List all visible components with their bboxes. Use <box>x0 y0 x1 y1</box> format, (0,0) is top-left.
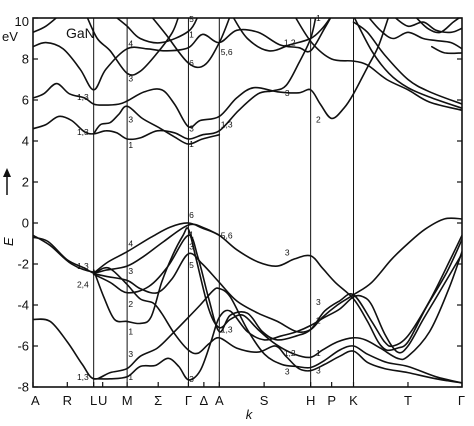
band-annotation-5: 3 <box>128 114 133 124</box>
band-line-7 <box>294 18 462 112</box>
band-line-16 <box>92 105 221 145</box>
y-tick-label-3: 6 <box>22 93 29 108</box>
band-annotation-36: 3 <box>285 367 290 377</box>
band-annotation-40: 3 <box>316 366 321 376</box>
x-tick-label-14: T <box>404 393 412 408</box>
band-line-6 <box>232 18 332 52</box>
band-annotation-21: 5 <box>189 260 194 270</box>
x-tick-label-13: K <box>349 393 358 408</box>
band-annotation-6: 1 <box>128 140 133 150</box>
band-annotation-9: 6 <box>189 58 194 68</box>
band-line-19 <box>92 222 462 352</box>
band-annotation-8: 1 <box>189 29 194 39</box>
y-tick-label-8: -4 <box>17 298 29 313</box>
band-annotation-14: 1,2 <box>284 38 296 48</box>
y-axis-label: E <box>1 237 16 246</box>
band-annotation-37: 3 <box>316 297 321 307</box>
x-axis-label: k <box>246 407 254 422</box>
band-annotation-3: 4 <box>128 39 133 49</box>
band-line-22 <box>92 266 462 384</box>
y-unit-label: eV <box>2 29 18 44</box>
band-line-14 <box>33 18 390 129</box>
annotations-layer: 1,3 1,3 4 3 3 1 5 1 6 3 1 5,6 1,3 1,2 3 1 2 6 1 3 5 5,6 1,3 2,4… <box>77 13 321 384</box>
frame-layer <box>32 17 463 388</box>
band-annotation-1: 1,3 <box>77 92 89 102</box>
band-line-4 <box>115 18 198 44</box>
vertical-lines-layer <box>93 18 355 387</box>
band-annotation-23: 1,3 <box>77 261 89 271</box>
band-line-13 <box>431 45 462 55</box>
band-annotation-31: 1,3 <box>77 372 89 382</box>
band-annotation-29: 3 <box>128 349 133 359</box>
band-line-24 <box>92 253 462 381</box>
x-tick-label-7: Γ <box>185 393 192 408</box>
x-tick-label-4: U <box>98 393 107 408</box>
band-line-21 <box>92 227 462 361</box>
plot-frame <box>32 17 463 388</box>
band-annotation-28: 1 <box>128 327 133 337</box>
y-tick-label-9: -6 <box>17 339 29 354</box>
x-tick-label-10: S <box>260 393 269 408</box>
band-line-3 <box>86 18 179 76</box>
band-annotation-34: 3 <box>285 248 290 258</box>
y-tick-label-4: 4 <box>22 134 29 149</box>
band-annotation-10: 3 <box>189 124 194 134</box>
x-tick-label-1: A <box>31 393 40 408</box>
band-annotation-30: 1 <box>128 372 133 382</box>
x-tick-label-5: M <box>122 393 133 408</box>
band-line-15 <box>33 18 317 141</box>
band-annotation-27: 2 <box>128 299 133 309</box>
band-line-5 <box>151 18 231 69</box>
y-tick-label-1: 10 <box>15 14 29 29</box>
band-annotation-13: 1,3 <box>221 120 233 130</box>
band-annotation-24: 2,4 <box>77 280 89 290</box>
x-tick-label-15: Γ <box>458 393 465 408</box>
x-tick-label-2: R <box>63 393 72 408</box>
y-tick-label-5: 2 <box>22 175 29 190</box>
band-annotation-33: 1,3 <box>221 325 233 335</box>
band-annotation-17: 2 <box>316 114 321 124</box>
band-annotation-20: 3 <box>189 242 194 252</box>
bands-layer <box>33 18 462 384</box>
x-tick-label-6: Σ <box>154 393 162 408</box>
x-tick-label-12: P <box>327 393 336 408</box>
band-annotation-7: 5 <box>189 14 194 24</box>
x-tick-label-9: A <box>215 393 224 408</box>
band-annotation-39: 1 <box>316 348 321 358</box>
y-axis-arrow <box>3 168 11 195</box>
band-annotation-38: 2 <box>316 315 321 325</box>
x-tick-label-11: H <box>306 393 315 408</box>
band-annotation-11: 1 <box>189 139 194 149</box>
band-line-11 <box>394 18 462 34</box>
band-line-8 <box>353 18 462 109</box>
band-annotation-12: 5,6 <box>221 47 233 57</box>
y-tick-label-10: -8 <box>17 380 29 395</box>
y-tick-label-6: 0 <box>22 216 29 231</box>
y-tick-label-2: 8 <box>22 52 29 67</box>
band-line-2 <box>33 18 58 34</box>
chart-title: GaN <box>66 25 95 41</box>
band-annotation-16: 1 <box>316 13 321 23</box>
band-annotation-22: 5,6 <box>221 230 233 240</box>
band-line-10 <box>368 18 462 50</box>
x-tick-label-8: Δ <box>200 393 209 408</box>
band-line-17 <box>33 217 462 334</box>
band-line-9 <box>352 21 462 105</box>
band-annotation-35: 1,2 <box>284 348 296 358</box>
x-tick-label-3: L <box>90 393 97 408</box>
y-tick-label-7: -2 <box>17 257 29 272</box>
band-line-23 <box>33 287 462 384</box>
band-annotation-19: 1 <box>189 229 194 239</box>
band-line-12 <box>415 18 461 34</box>
band-annotation-2: 1,3 <box>77 127 89 137</box>
band-annotation-4: 3 <box>128 73 133 83</box>
band-annotation-15: 3 <box>285 88 290 98</box>
band-annotation-26: 3 <box>128 266 133 276</box>
band-annotation-18: 6 <box>189 210 194 220</box>
band-annotation-32: 3 <box>189 374 194 384</box>
band-annotation-25: 4 <box>128 239 133 249</box>
